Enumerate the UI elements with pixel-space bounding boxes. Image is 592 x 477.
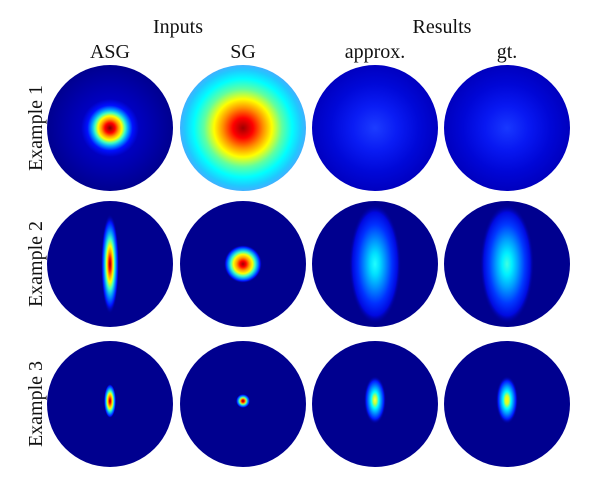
panel-example-3-sg [180, 341, 306, 467]
panel-example-1-sg [180, 65, 306, 191]
panel-example-2-sg [180, 201, 306, 327]
panel-example-1-gt [444, 65, 570, 191]
panel-example-2-approx [312, 201, 438, 327]
panel-example-1-approx [312, 65, 438, 191]
panel-example-2-gt [444, 201, 570, 327]
panel-example-2-asg [47, 201, 173, 327]
group-title-results: Results [412, 16, 472, 38]
panel-example-3-approx [312, 341, 438, 467]
column-title-asg: ASG [89, 41, 131, 63]
column-title-gt: gt. [496, 41, 518, 63]
column-title-approx: approx. [344, 41, 406, 63]
group-title-inputs: Inputs [153, 16, 203, 38]
column-title-sg: SG [230, 41, 256, 63]
panel-example-3-gt [444, 341, 570, 467]
panel-example-1-asg [47, 65, 173, 191]
panel-example-3-asg [47, 341, 173, 467]
